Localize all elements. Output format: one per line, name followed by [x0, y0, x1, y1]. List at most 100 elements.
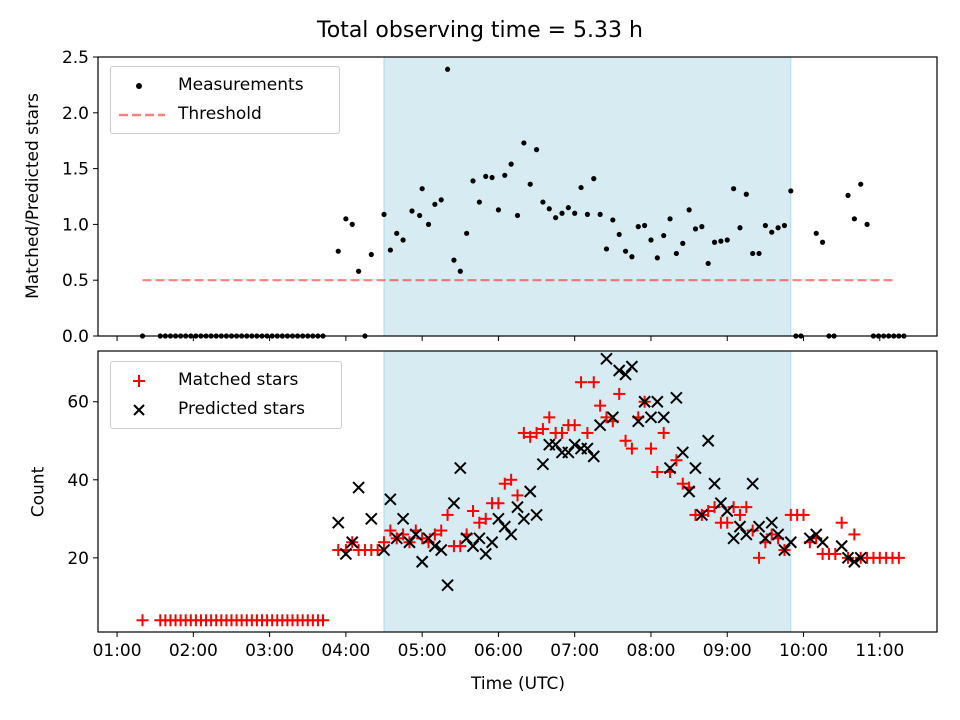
predicted-stars-point: [632, 415, 645, 428]
predicted-stars-point-b: [676, 446, 689, 459]
matched-stars-point: [435, 524, 448, 537]
predicted-stars-point-b: [657, 411, 670, 424]
measurements-point: [775, 225, 781, 231]
x-tick-label: 01:00: [93, 641, 142, 661]
predicted-stars-point-b: [701, 434, 715, 447]
predicted-stars-point: [562, 446, 575, 459]
measurements-point: [769, 229, 775, 235]
x-tick-label: 07:00: [550, 641, 599, 661]
bottom-y-axis-label: Count: [27, 466, 48, 518]
predicted-stars-point-b: [390, 532, 403, 545]
measurements-point: [635, 224, 641, 230]
predicted-stars-point: [612, 364, 626, 377]
measurements-point: [432, 201, 438, 207]
predicted-stars-point-b: [435, 543, 448, 557]
matched-stars-point: [317, 614, 330, 627]
matched-stars-point: [555, 426, 568, 439]
predicted-stars-point-b: [759, 532, 772, 545]
predicted-stars-point-b: [682, 485, 696, 498]
x-tick-label: 05:00: [398, 641, 447, 661]
matched-stars-point: [651, 465, 664, 478]
predicted-stars-point-b: [600, 352, 613, 366]
matched-stars-point: [416, 532, 429, 545]
bottom-y-tick-label: 20: [67, 549, 89, 569]
predicted-stars-point: [689, 461, 702, 475]
predicted-stars-point: [854, 551, 867, 565]
measurements-point: [699, 224, 705, 230]
predicted-stars-point-b: [377, 543, 391, 557]
measurements-point: [858, 181, 864, 187]
predicted-stars-point: [447, 497, 461, 510]
measurements-point: [591, 176, 597, 182]
predicted-stars-point-b: [708, 477, 721, 490]
measurements-point: [508, 161, 514, 167]
predicted-stars-point: [606, 411, 620, 424]
predicted-stars-point: [524, 485, 537, 498]
predicted-stars-point-b: [365, 512, 378, 526]
top-y-tick-label: 1.5: [62, 160, 89, 180]
predicted-stars-point-b: [714, 497, 728, 510]
predicted-stars-point: [765, 516, 778, 529]
measurements-point: [553, 215, 559, 221]
predicted-stars-point: [803, 532, 817, 545]
measurements-point: [419, 186, 425, 192]
top-axes-frame: [97, 56, 938, 337]
matched-stars-point: [733, 508, 746, 521]
measurements-point: [495, 207, 502, 213]
predicted-stars-point: [517, 512, 531, 526]
predicted-stars-point: [346, 536, 359, 549]
matched-stars-point: [644, 442, 657, 455]
predicted-stars-point: [841, 551, 855, 565]
predicted-stars-point-b: [765, 516, 778, 529]
predicted-stars-point-b: [670, 391, 683, 405]
predicted-stars-point-b: [810, 528, 823, 541]
predicted-stars-point-b: [568, 438, 581, 451]
predicted-stars-point: [422, 532, 435, 545]
measurements-point: [349, 221, 355, 227]
predicted-stars-point: [721, 504, 734, 518]
measurements-point: [610, 217, 616, 223]
predicted-stars-point: [701, 434, 715, 447]
predicted-stars-point-b: [466, 539, 480, 553]
predicted-stars-point: [384, 493, 397, 506]
predicted-stars-point: [485, 536, 499, 549]
predicted-stars-point-b: [663, 461, 677, 475]
matched-stars-point: [829, 547, 842, 560]
predicted-stars-point-b: [854, 551, 867, 565]
matched-stars-point: [428, 528, 441, 541]
predicted-stars-point: [848, 555, 861, 568]
measurements-point: [819, 239, 826, 245]
bottom-plot-area: 20 40 60 01:00 02:00 03:00 04:00 05:00 06:00 07:0…: [67, 350, 938, 661]
measurements-point: [368, 251, 374, 258]
predicted-stars-point: [365, 512, 378, 526]
measurements-point: [629, 254, 635, 260]
measurements-point: [686, 207, 692, 213]
measurements-point: [851, 216, 857, 222]
matched-stars-point: [625, 442, 638, 455]
legend-label-matched: Matched stars: [178, 370, 299, 390]
x-tick-label: 04:00: [321, 641, 370, 661]
measurements-point: [335, 248, 341, 254]
predicted-stars-point: [492, 512, 505, 526]
predicted-stars-point: [568, 438, 581, 451]
predicted-stars-point: [816, 536, 829, 549]
predicted-stars-point-b: [816, 536, 829, 549]
predicted-stars-point: [714, 497, 728, 510]
measurements-point: [578, 184, 584, 191]
predicted-stars-point-b: [619, 368, 632, 381]
measurements-point: [648, 237, 654, 243]
predicted-stars-point: [682, 485, 696, 498]
matched-stars-point: [797, 508, 810, 521]
measurements-point: [565, 205, 571, 211]
predicted-stars-point: [587, 450, 600, 463]
predicted-stars-point-b: [441, 578, 454, 592]
measurements-point: [654, 255, 660, 261]
measurements-point: [603, 246, 610, 252]
predicted-stars-point-b: [740, 528, 753, 541]
measurements-point: [718, 238, 724, 244]
predicted-stars-point-b: [593, 418, 607, 432]
x-tick-label: 02:00: [169, 641, 218, 661]
predicted-stars-point: [377, 543, 391, 557]
predicted-stars-point-b: [492, 512, 505, 526]
